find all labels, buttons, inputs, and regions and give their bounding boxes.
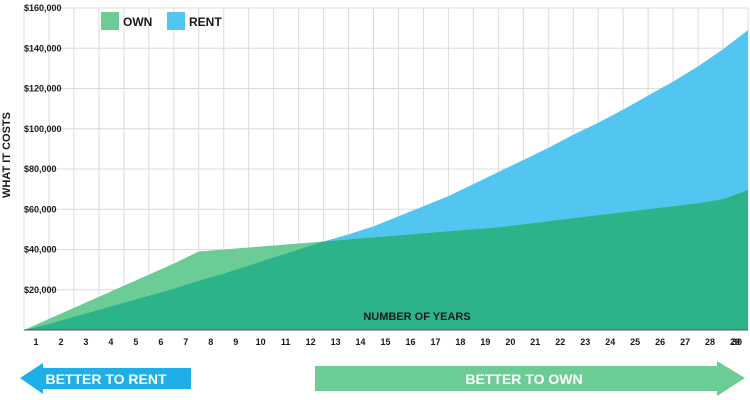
x-tick-label-6: 7 xyxy=(183,337,188,347)
y-tick-label-5: $120,000 xyxy=(24,84,62,94)
x-tick-label-28: 29 xyxy=(730,337,740,347)
x-axis-label: NUMBER OF YEARS xyxy=(363,311,470,323)
x-tick-label-24: 25 xyxy=(630,337,640,347)
areas xyxy=(24,30,748,330)
x-tick-label-14: 15 xyxy=(381,337,391,347)
x-tick-label-11: 12 xyxy=(306,337,316,347)
x-tick-label-13: 14 xyxy=(356,337,366,347)
x-tick-label-18: 19 xyxy=(480,337,490,347)
x-tick-label-21: 22 xyxy=(555,337,565,347)
x-tick-label-15: 16 xyxy=(405,337,415,347)
annotation-arrows: BETTER TO RENT BETTER TO OWN xyxy=(20,361,745,396)
area-overlap xyxy=(24,190,748,330)
y-tick-label-4: $100,000 xyxy=(24,124,62,134)
x-tick-label-20: 21 xyxy=(530,337,540,347)
x-tick-label-4: 5 xyxy=(133,337,138,347)
x-tick-label-22: 23 xyxy=(580,337,590,347)
y-axis-label: WHAT IT COSTS xyxy=(1,112,13,198)
x-tick-label-12: 13 xyxy=(331,337,341,347)
y-tick-label-0: $20,000 xyxy=(24,285,57,295)
legend-label-rent: RENT xyxy=(189,15,222,29)
x-tick-label-3: 4 xyxy=(108,337,113,347)
y-ticks: $20,000 $40,000 $60,000 $80,000 $100,000 $120… xyxy=(24,3,62,295)
x-tick-label-23: 24 xyxy=(605,337,615,347)
legend-label-own: OWN xyxy=(123,15,152,29)
y-tick-label-6: $140,000 xyxy=(24,43,62,53)
y-tick-label-3: $80,000 xyxy=(24,164,57,174)
x-tick-label-26: 27 xyxy=(680,337,690,347)
x-tick-label-17: 18 xyxy=(455,337,465,347)
legend-swatch-own xyxy=(101,12,119,30)
y-tick-label-2: $60,000 xyxy=(24,204,57,214)
x-tick-label-0: 1 xyxy=(33,337,38,347)
better-to-rent-arrow xyxy=(20,363,191,394)
x-tick-label-9: 10 xyxy=(256,337,266,347)
x-tick-label-16: 17 xyxy=(430,337,440,347)
x-tick-label-29: 30 xyxy=(732,337,742,347)
y-tick-label-1: $40,000 xyxy=(24,245,57,255)
better-to-rent-label: BETTER TO RENT xyxy=(45,371,167,387)
x-tick-label-27: 28 xyxy=(705,337,715,347)
x-tick-label-5: 6 xyxy=(158,337,163,347)
x-ticks: 1 2 3 4 5 6 7 8 9 10 11 12 13 14 15 16 17 18 19 20 21 22 23 24 2… xyxy=(33,337,742,347)
x-tick-label-25: 26 xyxy=(655,337,665,347)
x-tick-label-7: 8 xyxy=(208,337,213,347)
x-tick-label-8: 9 xyxy=(233,337,238,347)
better-to-own-label: BETTER TO OWN xyxy=(465,371,582,387)
x-tick-label-2: 3 xyxy=(83,337,88,347)
legend-swatch-rent xyxy=(167,12,185,30)
better-to-own-arrow xyxy=(315,361,745,396)
x-tick-label-10: 11 xyxy=(281,337,291,347)
x-tick-label-1: 2 xyxy=(58,337,63,347)
x-tick-label-19: 20 xyxy=(505,337,515,347)
y-tick-label-7: $160,000 xyxy=(24,3,62,13)
legend: OWN RENT xyxy=(101,12,222,30)
